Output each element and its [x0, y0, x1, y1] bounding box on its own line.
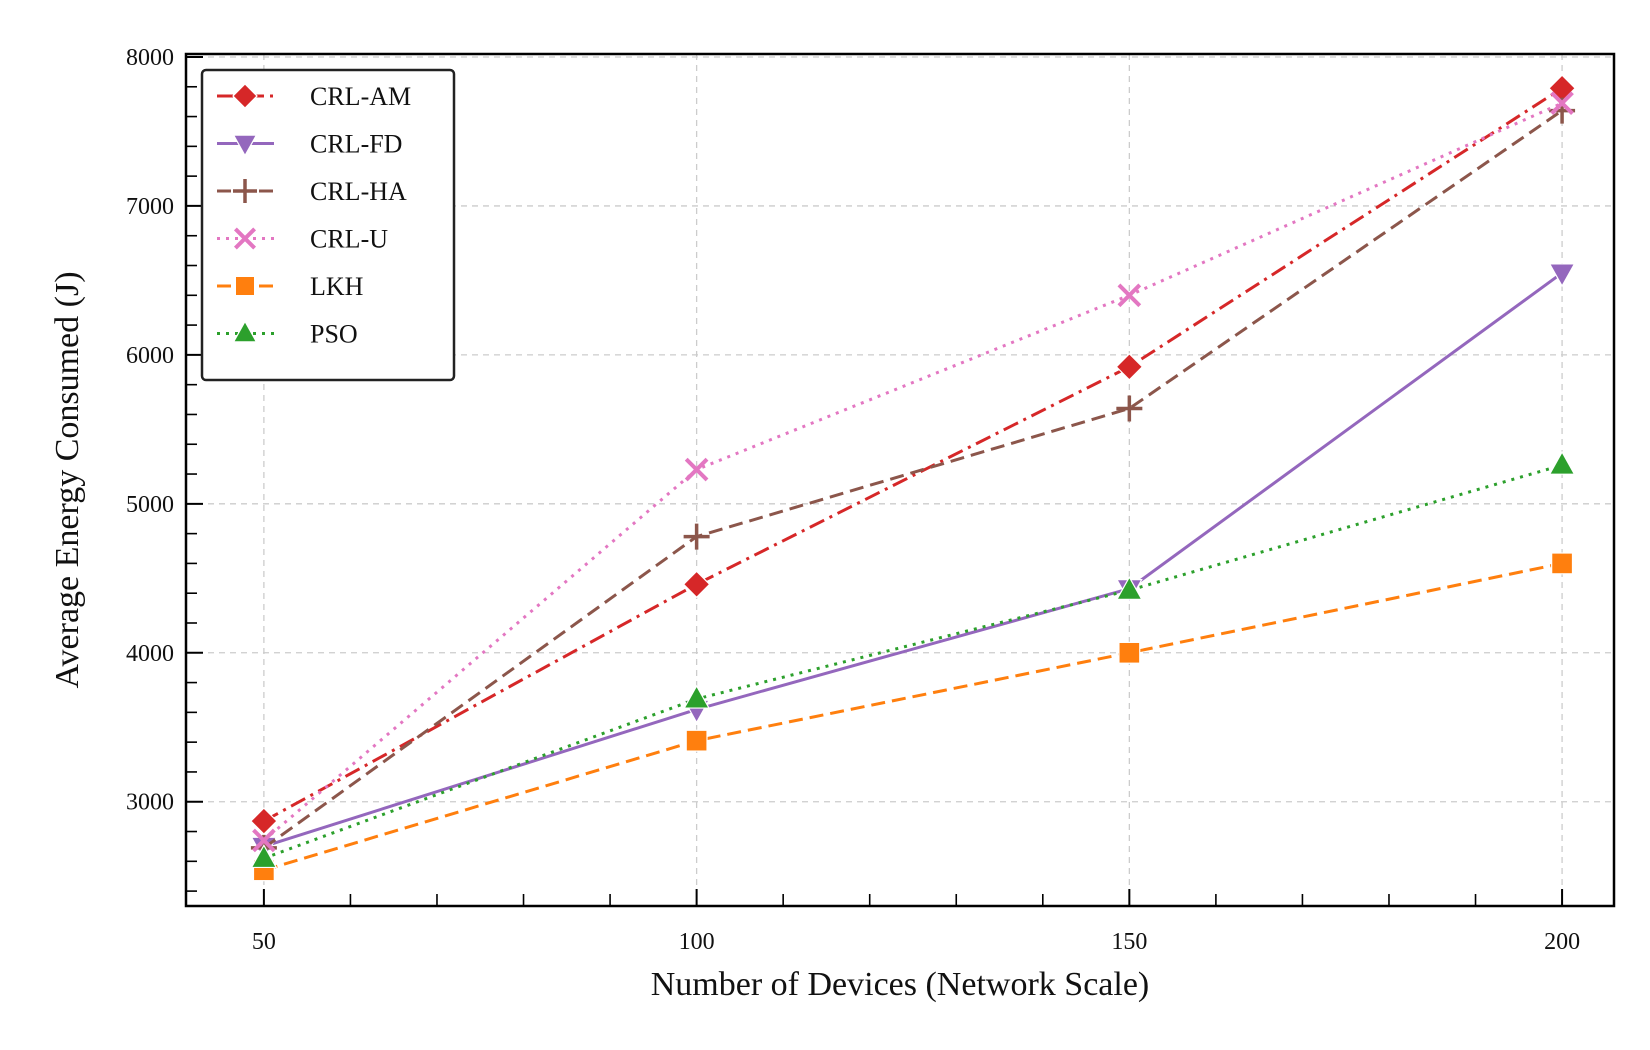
data-marker: [1548, 74, 1576, 103]
y-tick-label: 8000: [126, 45, 174, 71]
x-tick-label: 100: [679, 929, 715, 955]
data-marker: [1116, 395, 1143, 422]
y-tick-label: 5000: [126, 492, 174, 518]
legend-entry: CRL-FD: [217, 130, 402, 159]
legend-label: CRL-AM: [310, 82, 411, 111]
data-marker: [1548, 450, 1576, 475]
data-marker: [682, 570, 711, 599]
axis-ticks: 50 100 150 200 3000 4000 5000 6000 7000 8000: [126, 45, 1580, 955]
series-line: [263, 561, 1563, 872]
series-line: [263, 271, 1563, 848]
data-marker: [232, 320, 258, 343]
data-marker: [250, 807, 278, 835]
series-lkh: [252, 552, 1574, 882]
legend-label: CRL-HA: [310, 177, 407, 206]
data-marker: [1115, 352, 1144, 381]
data-marker: [1115, 575, 1143, 600]
data-marker: [232, 134, 258, 157]
series-line: [263, 109, 1563, 850]
data-marker: [233, 179, 257, 203]
legend-entry: CRL-U: [217, 225, 388, 254]
data-marker: [250, 844, 278, 869]
y-axis-label: Average Energy Consumed (J): [49, 271, 86, 688]
data-marker: [683, 684, 710, 709]
x-axis-label: Number of Devices (Network Scale): [651, 966, 1149, 1003]
data-marker: [685, 729, 708, 752]
x-tick-label: 150: [1111, 929, 1147, 955]
x-tick-label: 50: [252, 929, 276, 955]
data-marker: [1550, 91, 1574, 115]
data-marker: [1548, 263, 1576, 288]
plot-frame: [184, 52, 1616, 908]
data-marker: [1117, 283, 1142, 308]
data-marker: [1118, 641, 1141, 664]
legend-label: CRL-FD: [310, 130, 402, 159]
series-line: [262, 101, 1563, 842]
data-marker: [683, 523, 710, 550]
series-layer: [250, 74, 1576, 882]
x-tick-label: 200: [1544, 929, 1580, 955]
legend-label: LKH: [310, 272, 364, 301]
data-marker: [232, 83, 258, 109]
legend: CRL-AM CRL-FD CRL-HA CRL-U LKH PSO: [200, 68, 456, 382]
legend-box: [200, 68, 456, 382]
data-marker: [252, 828, 276, 853]
series-pso: [250, 450, 1576, 869]
legend-entry: LKH: [217, 272, 364, 301]
data-marker: [233, 227, 257, 250]
series-crl-u: [252, 91, 1574, 853]
legend-label: CRL-U: [310, 225, 388, 254]
legend-entry: CRL-HA: [217, 177, 407, 206]
y-tick-label: 4000: [126, 641, 174, 667]
data-marker: [1551, 552, 1574, 575]
y-tick-label: 3000: [126, 790, 174, 816]
y-tick-label: 7000: [126, 194, 174, 220]
data-marker: [684, 457, 709, 482]
series-line: [263, 463, 1563, 860]
legend-label: PSO: [310, 320, 358, 349]
grid: [186, 54, 1614, 906]
series-line: [263, 86, 1563, 823]
data-marker: [234, 275, 256, 297]
legend-entry: CRL-AM: [217, 82, 411, 111]
legend-entry: PSO: [217, 320, 358, 349]
y-tick-label: 6000: [126, 343, 174, 369]
